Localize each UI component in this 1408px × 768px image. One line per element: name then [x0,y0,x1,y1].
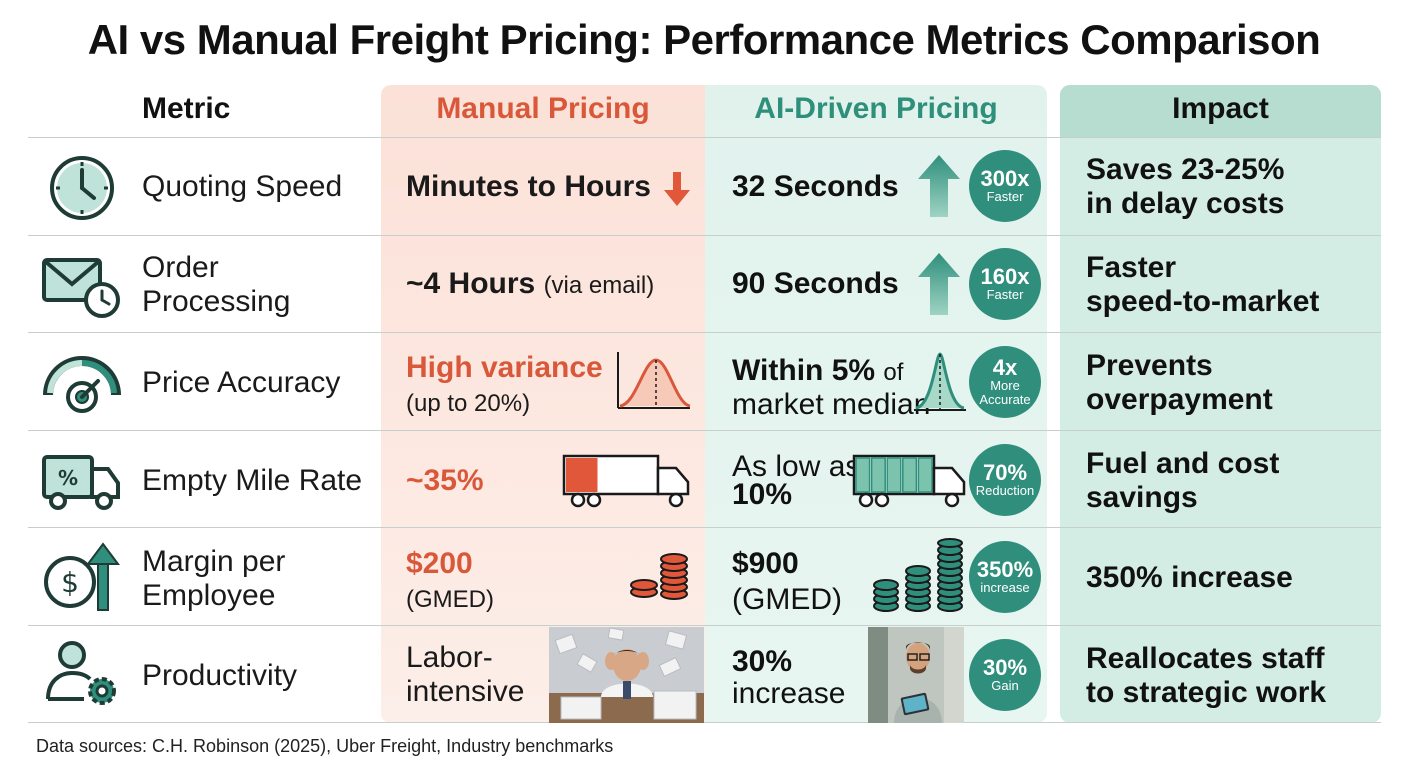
ai-quoting-value: 32 Seconds [732,170,899,203]
metric-label-margin: Employee [142,579,276,612]
badge-value: 300x [980,166,1030,191]
impact-text-line: to strategic work [1086,676,1327,709]
down-arrow-icon [664,172,690,206]
impact-text-line: Reallocates staff [1086,642,1325,675]
truck-cargo-segment [870,457,886,493]
ai-margin-note: (GMED) [732,583,842,616]
row-divider [28,137,1381,138]
ai-accuracy-line2: market median [732,388,931,421]
improvement-badge: 350% increase [969,541,1041,613]
coin-stack-icon [630,553,688,600]
ai-productivity-note: increase [732,677,846,710]
impact-header-background [1060,85,1381,137]
impact-text-line: Faster [1086,251,1177,284]
badge-value: 160x [980,264,1030,289]
manual-order-main: ~4 Hours [406,267,536,300]
impact-text-line: Prevents [1086,349,1213,382]
impact-text-line: overpayment [1086,383,1273,416]
badge-value: 30% [982,655,1028,680]
ai-order-value: 90 Seconds [732,267,899,300]
truck-cargo-segment [855,457,871,493]
badge-label: Gain [991,678,1019,693]
manual-column-header: Manual Pricing [436,92,650,125]
row-divider [28,527,1381,528]
row-divider [28,430,1381,431]
metric-label-margin: Margin per [142,545,286,578]
manual-productivity-line2: intensive [406,675,525,708]
badge-label: Faster [986,287,1024,302]
row-divider [28,722,1381,723]
manual-productivity-line1: Labor- [406,641,493,674]
manual-accuracy-note: (up to 20%) [406,390,531,417]
manual-margin-value: $200 [406,547,473,580]
svg-text:$: $ [61,566,79,599]
manual-truck-load-icon [562,454,690,508]
coin-stack-icon [873,538,963,612]
ai-accuracy-main: Within 5% [732,354,876,387]
badge-label: Reduction [975,483,1035,498]
improvement-badge: 70% Reduction [969,444,1041,516]
ai-accuracy-note: of [883,359,904,386]
ai-margin-value: $900 [732,547,799,580]
up-arrow-icon [918,155,960,217]
impact-text-line: Saves 23-25% [1086,153,1285,186]
improvement-badge: 300x Faster [969,150,1041,222]
metric-label-order-processing: Processing [142,285,291,318]
metric-label-productivity: Productivity [142,659,298,692]
envelope-clock-icon [42,258,120,318]
badge-label: Faster [986,189,1024,204]
badge-label: More Accurate [979,378,1031,407]
badge-label: increase [980,580,1030,595]
wide-distribution-chart-icon [617,352,691,409]
manual-order-note: (via email) [543,272,655,299]
impact-text-line: Fuel and cost [1086,447,1280,480]
badge-value: 70% [982,460,1028,485]
ai-empty-mile-line1: As low as [732,450,861,483]
ai-empty-mile-value: 10% [732,478,793,511]
ai-accuracy-line1: Within 5% of [732,354,903,390]
impact-text-line: in delay costs [1086,187,1285,220]
improvement-badge: 4x More Accurate [969,346,1041,418]
metric-label-quoting-speed: Quoting Speed [142,170,343,203]
up-arrow-icon [918,253,960,315]
impact-text-line: 350% increase [1086,561,1293,594]
ai-truck-load-icon [852,454,966,508]
truck-cargo-segment [886,457,902,493]
page-title: AI vs Manual Freight Pricing: Performanc… [87,16,1321,63]
impact-column-header: Impact [1172,92,1269,125]
clock-icon [50,156,114,220]
metric-column-header: Metric [142,92,231,125]
manual-quoting-value: Minutes to Hours [406,170,651,203]
narrow-distribution-chart-icon [914,352,966,411]
impact-text-line: speed-to-market [1086,285,1320,318]
impact-text-line: savings [1086,481,1198,514]
ai-column-header: AI-Driven Pricing [754,92,998,125]
row-divider [28,332,1381,333]
improvement-badge: 160x Faster [969,248,1041,320]
manual-empty-mile-value: ~35% [406,464,484,497]
person-gear-icon [46,641,116,705]
metric-label-empty-mile-rate: Empty Mile Rate [142,464,363,497]
manual-margin-note: (GMED) [406,586,494,613]
impact-column-background [1060,85,1381,723]
row-divider [28,625,1381,626]
metric-label-price-accuracy: Price Accuracy [142,366,341,399]
data-source-note: Data sources: C.H. Robinson (2025), Uber… [36,736,614,756]
dollar-growth-icon: $ [44,542,120,611]
ai-worker-photo [868,627,964,723]
truck-cargo-segment [917,457,933,493]
manual-accuracy-main: High variance [406,351,603,384]
truck-percent-icon: % [42,455,120,510]
manual-order-value: ~4 Hours (via email) [406,267,654,303]
ai-productivity-value: 30% [732,645,793,678]
badge-value: 350% [976,557,1034,582]
svg-text:%: % [58,466,78,490]
row-divider [28,235,1381,236]
improvement-badge: 30% Gain [969,639,1041,711]
stressed-worker-photo [549,627,704,723]
badge-value: 4x [992,355,1018,380]
truck-cargo-segment [902,457,918,493]
metric-label-order-processing: Order [142,251,219,284]
gauge-target-icon [43,356,121,413]
